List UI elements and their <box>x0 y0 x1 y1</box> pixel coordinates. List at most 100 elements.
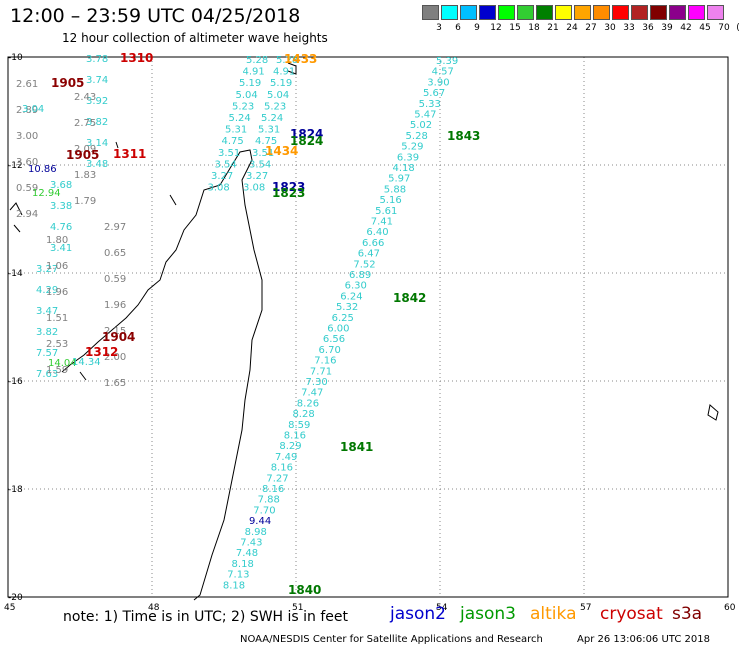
wave-height-value: 1.79 <box>74 196 96 207</box>
wave-height-value: 8.16 <box>271 463 293 474</box>
wave-height-value: 3.92 <box>86 96 108 107</box>
wave-height-value: 6.40 <box>366 227 388 238</box>
scale-swatch <box>555 5 572 20</box>
wave-height-value: 0.65 <box>104 248 126 259</box>
wave-height-value: 5.47 <box>414 110 436 121</box>
wave-height-value: 5.19 <box>270 78 292 89</box>
wave-height-value: 5.16 <box>379 195 401 206</box>
wave-height-value: 9.44 <box>249 516 271 527</box>
wave-height-value: 3.48 <box>86 159 108 170</box>
wave-height-value: 8.16 <box>284 431 306 442</box>
scale-swatch <box>574 5 591 20</box>
scale-label: 70 <box>718 23 730 33</box>
wave-height-value: 8.28 <box>292 409 314 420</box>
pass-id-label: 1312 <box>85 345 118 359</box>
scale-swatch <box>422 5 439 20</box>
wave-height-value: 5.33 <box>419 99 441 110</box>
wave-height-value: 7.43 <box>240 538 262 549</box>
satellite-legend-item: jason2 <box>390 604 446 624</box>
wave-height-value: 5.24 <box>261 113 283 124</box>
wave-height-value: 5.97 <box>388 174 410 185</box>
wave-height-value: 10.86 <box>28 164 57 175</box>
wave-height-value: 1.83 <box>74 170 96 181</box>
pass-id-label: 1841 <box>340 440 373 454</box>
wave-height-value: 3.54 <box>249 159 271 170</box>
wave-height-value: 3.78 <box>86 54 108 65</box>
scale-label: 21 <box>547 23 559 33</box>
scale-label: 18 <box>528 23 540 33</box>
scale-swatch <box>536 5 553 20</box>
wave-height-value: 4.76 <box>50 222 72 233</box>
wave-height-value: 1.80 <box>46 235 68 246</box>
scale-label: 27 <box>585 23 597 33</box>
west-coast-islands <box>9 194 177 381</box>
scale-label: 12 <box>490 23 502 33</box>
pass-id-label: 1823 <box>272 180 305 194</box>
map-frame <box>7 56 729 598</box>
madagascar-coastline <box>193 149 263 601</box>
scale-label: 24 <box>566 23 578 33</box>
wave-height-value: 6.89 <box>349 270 371 281</box>
wave-height-value: 7.13 <box>227 570 249 581</box>
wave-height-value: 3.08 <box>243 183 265 194</box>
wave-height-value: 5.29 <box>401 142 423 153</box>
wave-height-value: 8.26 <box>297 398 319 409</box>
pass-id-label: 1824 <box>290 134 323 148</box>
scale-swatch <box>441 5 458 20</box>
wave-height-value: 5.24 <box>229 113 251 124</box>
wave-height-value: 7.47 <box>301 388 323 399</box>
wave-height-value: 0.59 <box>104 274 126 285</box>
wave-height-value: 7.63 <box>36 369 58 380</box>
wave-height-value: 2.89 <box>16 105 38 116</box>
wave-height-value: 3.14 <box>86 138 108 149</box>
wave-height-value: 3.27 <box>36 264 58 275</box>
wave-height-value: 8.16 <box>262 484 284 495</box>
scale-swatch <box>498 5 515 20</box>
latitude-label: -18 <box>8 485 23 495</box>
northern-islet <box>287 62 297 75</box>
scale-label: 15 <box>509 23 521 33</box>
scale-label: 45 <box>699 23 711 33</box>
eastern-islet <box>707 404 719 421</box>
scale-swatch <box>650 5 667 20</box>
wave-height-value: 3.60 <box>16 157 38 168</box>
scale-label: 36 <box>642 23 654 33</box>
scale-label: 3 <box>436 23 442 33</box>
wave-height-value: 3.54 <box>215 159 237 170</box>
wave-height-value: 4.57 <box>432 67 454 78</box>
wave-height-value: 8.18 <box>223 580 245 591</box>
wave-height-value: 5.19 <box>239 78 261 89</box>
latitude-label: -16 <box>8 377 23 387</box>
wave-height-value: 5.04 <box>267 90 289 101</box>
scale-swatch <box>460 5 477 20</box>
pass-id-label: 1842 <box>393 291 426 305</box>
wave-height-value: 1.65 <box>104 378 126 389</box>
wave-height-value: 3.74 <box>86 75 108 86</box>
wave-height-value: 6.30 <box>345 281 367 292</box>
wave-height-value: 6.56 <box>323 334 345 345</box>
wave-height-value: 3.68 <box>50 180 72 191</box>
scale-swatch <box>688 5 705 20</box>
wave-height-value: 2.97 <box>104 222 126 233</box>
wave-height-value: 7.30 <box>306 377 328 388</box>
scale-swatch <box>479 5 496 20</box>
pass-id-label: 1905 <box>66 148 99 162</box>
map-subtitle: 12 hour collection of altimeter wave hei… <box>62 31 328 45</box>
wave-height-value: 0.59 <box>16 183 38 194</box>
wave-height-value: 7.49 <box>275 452 297 463</box>
wave-height-value: 3.82 <box>36 327 58 338</box>
wave-height-value: 7.48 <box>236 548 258 559</box>
latitude-label: -10 <box>8 53 23 63</box>
longitude-label: 48 <box>148 603 160 613</box>
pass-id-label: 1840 <box>288 583 321 597</box>
wave-height-value: 4.75 <box>222 136 244 147</box>
wave-height-value: 2.43 <box>74 92 96 103</box>
wave-height-value: 2.75 <box>74 118 96 129</box>
wave-height-value: 5.31 <box>258 125 280 136</box>
map-title: 12:00 – 23:59 UTC 04/25/2018 <box>10 5 301 27</box>
longitude-label: 60 <box>724 603 736 613</box>
wave-height-value: 1.96 <box>104 300 126 311</box>
wave-height-value: 2.15 <box>104 326 126 337</box>
pass-id-label: 1905 <box>51 76 84 90</box>
